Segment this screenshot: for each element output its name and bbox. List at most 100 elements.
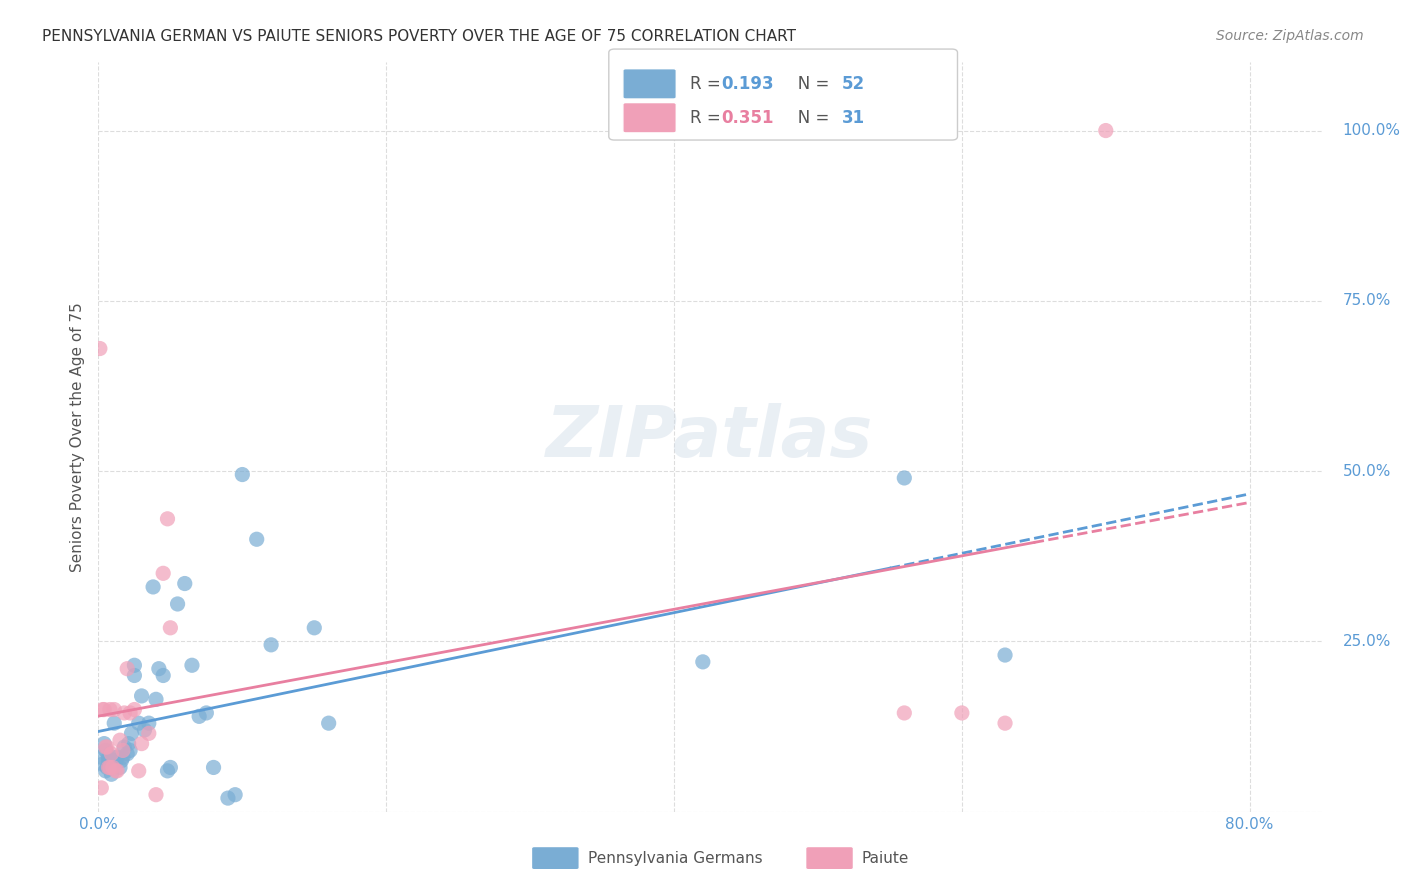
Point bbox=[98, 702, 121, 716]
Point bbox=[124, 668, 146, 682]
Point bbox=[112, 739, 135, 754]
Point bbox=[108, 733, 131, 747]
Point bbox=[231, 467, 253, 482]
Text: ZIPatlas: ZIPatlas bbox=[547, 402, 873, 472]
Text: 0.193: 0.193 bbox=[721, 75, 773, 93]
Point bbox=[950, 706, 973, 720]
Point bbox=[131, 689, 153, 703]
Point bbox=[98, 760, 121, 774]
Point bbox=[101, 757, 124, 772]
Point bbox=[104, 754, 127, 768]
Point bbox=[159, 621, 181, 635]
Point bbox=[103, 702, 125, 716]
Point bbox=[98, 757, 121, 772]
Point bbox=[121, 726, 143, 740]
Text: 31: 31 bbox=[842, 109, 865, 127]
Point bbox=[90, 780, 112, 795]
Point bbox=[156, 764, 179, 778]
Text: 100.0%: 100.0% bbox=[1343, 123, 1400, 138]
Point bbox=[120, 743, 142, 757]
Point bbox=[318, 716, 340, 731]
Point bbox=[108, 760, 131, 774]
Text: 25.0%: 25.0% bbox=[1343, 634, 1391, 648]
Point bbox=[217, 791, 239, 805]
Point bbox=[94, 739, 117, 754]
Text: N =: N = bbox=[782, 75, 834, 93]
Point bbox=[105, 764, 128, 778]
Point bbox=[110, 754, 132, 768]
Point bbox=[166, 597, 188, 611]
Text: Pennsylvania Germans: Pennsylvania Germans bbox=[588, 851, 762, 865]
Text: 50.0%: 50.0% bbox=[1343, 464, 1391, 479]
Point bbox=[142, 580, 165, 594]
Point bbox=[134, 723, 156, 737]
Point bbox=[100, 747, 122, 761]
Point bbox=[893, 706, 915, 720]
Point bbox=[260, 638, 283, 652]
Text: N =: N = bbox=[782, 109, 834, 127]
Point bbox=[105, 750, 128, 764]
Point bbox=[159, 760, 181, 774]
Point bbox=[90, 750, 112, 764]
Point bbox=[97, 750, 120, 764]
Point bbox=[156, 512, 179, 526]
Text: 0.351: 0.351 bbox=[721, 109, 773, 127]
Point bbox=[111, 743, 134, 757]
Text: R =: R = bbox=[690, 109, 727, 127]
Point bbox=[128, 716, 150, 731]
Point bbox=[202, 760, 225, 774]
Point bbox=[94, 743, 117, 757]
Point bbox=[115, 747, 138, 761]
Point bbox=[124, 702, 146, 716]
Point bbox=[304, 621, 326, 635]
Point bbox=[145, 788, 167, 802]
Point bbox=[692, 655, 714, 669]
Point bbox=[145, 692, 167, 706]
Y-axis label: Seniors Poverty Over the Age of 75: Seniors Poverty Over the Age of 75 bbox=[69, 302, 84, 572]
Point bbox=[98, 760, 121, 774]
Point bbox=[138, 726, 160, 740]
Point bbox=[91, 757, 114, 772]
Text: R =: R = bbox=[690, 75, 727, 93]
Point bbox=[91, 702, 114, 716]
Point bbox=[188, 709, 211, 723]
Point bbox=[246, 533, 269, 547]
Point bbox=[224, 788, 246, 802]
Point bbox=[97, 754, 120, 768]
Point bbox=[994, 716, 1017, 731]
Point bbox=[104, 764, 127, 778]
Point bbox=[93, 737, 115, 751]
Point bbox=[195, 706, 218, 720]
Point bbox=[994, 648, 1017, 662]
Point bbox=[128, 764, 150, 778]
Point bbox=[117, 737, 139, 751]
Point bbox=[103, 716, 125, 731]
Point bbox=[101, 760, 124, 774]
Text: 75.0%: 75.0% bbox=[1343, 293, 1391, 309]
Point bbox=[112, 706, 135, 720]
Point bbox=[111, 750, 134, 764]
Point bbox=[138, 716, 160, 731]
Point bbox=[148, 662, 170, 676]
Point bbox=[152, 668, 174, 682]
Point bbox=[131, 737, 153, 751]
Point bbox=[893, 471, 915, 485]
Text: PENNSYLVANIA GERMAN VS PAIUTE SENIORS POVERTY OVER THE AGE OF 75 CORRELATION CHA: PENNSYLVANIA GERMAN VS PAIUTE SENIORS PO… bbox=[42, 29, 796, 44]
Point bbox=[1094, 123, 1116, 137]
Point bbox=[96, 739, 118, 754]
Point bbox=[93, 702, 115, 716]
Point bbox=[94, 764, 117, 778]
Point bbox=[96, 760, 118, 774]
Point bbox=[120, 706, 142, 720]
Text: Source: ZipAtlas.com: Source: ZipAtlas.com bbox=[1216, 29, 1364, 43]
Point bbox=[97, 760, 120, 774]
Point bbox=[115, 662, 138, 676]
Text: 52: 52 bbox=[842, 75, 865, 93]
Point bbox=[100, 767, 122, 781]
Point bbox=[152, 566, 174, 581]
Point bbox=[101, 750, 124, 764]
Point bbox=[173, 576, 195, 591]
Point bbox=[89, 342, 111, 356]
Text: Paiute: Paiute bbox=[862, 851, 910, 865]
Point bbox=[124, 658, 146, 673]
